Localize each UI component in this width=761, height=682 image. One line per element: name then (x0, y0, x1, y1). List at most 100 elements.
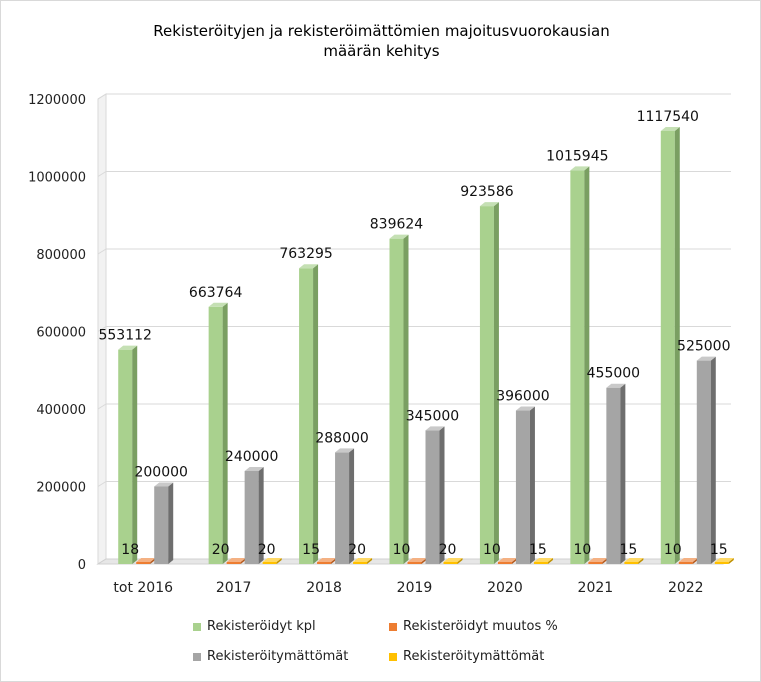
data-label: 15 (529, 542, 547, 558)
bar (208, 306, 223, 564)
y-tick-label: 400000 (36, 403, 86, 418)
bar-top (588, 558, 608, 562)
bar (479, 206, 494, 565)
bar-side (222, 302, 228, 564)
legend-label: Rekisteröidyt muutos % (403, 619, 558, 634)
bar-side (493, 202, 499, 565)
bar-top (353, 558, 373, 562)
bar (389, 238, 404, 565)
bar-top (136, 558, 156, 562)
bar-top (425, 426, 445, 431)
data-label: 288000 (315, 430, 368, 446)
data-label: 200000 (134, 465, 187, 481)
x-tick-label: 2021 (578, 580, 614, 596)
bar-side (168, 482, 174, 564)
bar-top (335, 448, 355, 453)
bar-top (696, 356, 716, 361)
bar-side (132, 345, 138, 564)
bar-top (479, 202, 499, 207)
bar-top (208, 302, 228, 307)
bar (299, 268, 314, 564)
data-label: 923586 (460, 184, 514, 200)
bar-top (443, 558, 463, 562)
legend-item-rekisteroitymattomat: Rekisteröitymättömät (193, 649, 348, 664)
bar-top (678, 558, 698, 562)
bar (515, 410, 530, 564)
chart-title-line-2: määrän kehitys (323, 42, 440, 60)
bar-side (547, 558, 553, 564)
data-label: 20 (212, 542, 230, 558)
bar (425, 430, 440, 564)
bar-top (515, 406, 535, 411)
y-tick-label: 0 (78, 558, 86, 573)
data-label: 553112 (98, 328, 151, 344)
gridline-depth (97, 93, 107, 100)
bar-side (240, 558, 246, 564)
bar (660, 130, 675, 564)
bar-side (674, 126, 680, 564)
legend-label: Rekisteröidyt kpl (207, 619, 316, 634)
bar-side (349, 448, 355, 564)
bar-side (258, 467, 264, 564)
bar-top (497, 558, 517, 562)
bar (118, 349, 133, 564)
gridline-depth (97, 171, 107, 177)
data-label: 20 (348, 542, 366, 558)
data-label: 20 (439, 542, 457, 558)
bar-top (714, 558, 734, 562)
data-label: 15 (619, 542, 637, 558)
bar-top (118, 345, 138, 350)
bar (497, 562, 512, 564)
plot-svg: 0 200000 400000 600000 800000 1000000 1200000 5… (28, 93, 734, 596)
bar-top (570, 166, 590, 171)
bar-side (728, 558, 734, 564)
bar (244, 471, 259, 564)
bar (407, 562, 422, 564)
data-label: 1117540 (637, 109, 699, 125)
bar-top (660, 126, 680, 131)
bar (533, 562, 548, 564)
bar-top (407, 558, 427, 562)
bar-top (624, 558, 644, 562)
bar (588, 562, 603, 564)
bar-side (403, 234, 409, 565)
gridline-depth (97, 248, 107, 255)
x-tick-label: 2020 (487, 580, 523, 596)
data-label: 10 (664, 542, 682, 558)
legend-label: Rekisteröitymättömät (403, 649, 545, 664)
data-label: 396000 (496, 389, 549, 405)
chart-title: Rekisteröityjen ja rekisteröimättömien m… (1, 21, 761, 61)
bar (335, 452, 350, 564)
bar (606, 387, 621, 564)
y-tick-label: 200000 (36, 481, 86, 496)
bar-side (710, 356, 716, 564)
bar (570, 170, 585, 564)
bar-side (529, 406, 535, 564)
data-label: 455000 (587, 366, 640, 382)
bar-side (367, 558, 373, 564)
data-label: 20 (258, 542, 276, 558)
y-tick-label: 800000 (36, 248, 86, 263)
bar-side (692, 558, 698, 564)
bar (353, 562, 368, 564)
bar (714, 562, 729, 564)
bar-top (299, 264, 319, 269)
data-label: 663764 (189, 285, 243, 301)
bar-top (317, 558, 337, 562)
bar-top (244, 467, 264, 471)
data-label: 18 (121, 542, 139, 558)
bar-side (584, 166, 590, 564)
data-label: 763295 (279, 246, 332, 262)
bar (262, 562, 277, 564)
bar-top (154, 482, 174, 487)
gridline-depth (97, 481, 107, 487)
bar-top (606, 383, 626, 388)
bar-side (511, 558, 517, 564)
data-label: 345000 (406, 408, 459, 424)
bar (678, 562, 693, 564)
bar-side (276, 558, 282, 564)
bar (226, 562, 241, 564)
bar-top (262, 558, 282, 562)
bar-side (421, 558, 427, 564)
bar (154, 486, 169, 564)
